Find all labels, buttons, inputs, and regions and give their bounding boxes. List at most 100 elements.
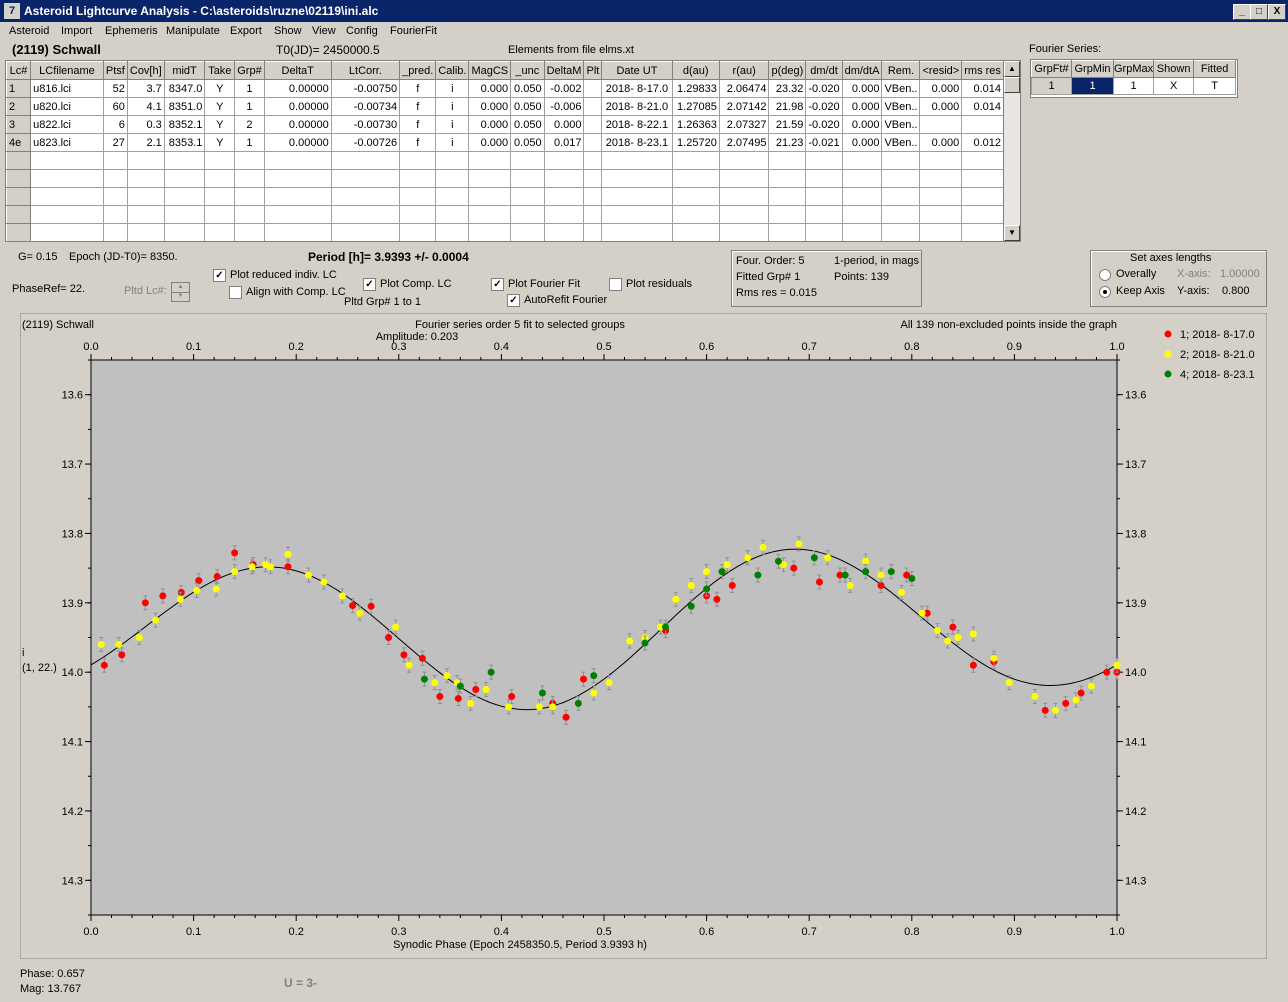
table-cell[interactable] — [583, 97, 603, 116]
table-cell[interactable] — [468, 151, 512, 170]
table-cell[interactable] — [601, 223, 673, 241]
table-cell[interactable]: i — [435, 79, 470, 98]
column-header[interactable]: rms res — [961, 61, 1004, 80]
table-cell[interactable]: 0.3 — [126, 115, 165, 134]
table-cell[interactable]: 3.7 — [126, 79, 165, 98]
table-cell[interactable] — [583, 223, 603, 241]
column-header[interactable]: MagCS — [468, 61, 512, 80]
column-header[interactable]: DeltaT — [263, 61, 332, 80]
table-cell[interactable]: 23.32 — [768, 79, 807, 98]
table-cell[interactable]: 0.050 — [510, 79, 545, 98]
table-cell[interactable] — [919, 169, 963, 188]
table-cell[interactable] — [102, 151, 128, 170]
table-cell[interactable] — [583, 187, 603, 206]
table-cell[interactable]: i — [435, 97, 470, 116]
table-cell[interactable]: 4e — [6, 133, 32, 152]
table-cell[interactable]: 0.00000 — [263, 115, 332, 134]
table-cell[interactable] — [510, 169, 545, 188]
table-cell[interactable]: 0.012 — [961, 133, 1004, 152]
table-cell[interactable]: 0.014 — [961, 79, 1004, 98]
column-header[interactable]: Date UT — [601, 61, 673, 80]
table-cell[interactable] — [435, 151, 470, 170]
plot-comp-checkbox[interactable]: ✓ — [363, 278, 376, 291]
table-cell[interactable] — [163, 169, 206, 188]
table-cell[interactable]: 2.07142 — [718, 97, 770, 116]
table-cell[interactable] — [468, 205, 512, 224]
table-cell[interactable] — [841, 187, 883, 206]
table-row-empty[interactable] — [6, 151, 1004, 170]
table-row[interactable]: 1 u816.lci 52 3.7 8347.0 Y 1 0.00000 -0.00750 f i 0… — [6, 79, 1004, 98]
table-scrollbar[interactable]: ▲ ▼ — [1003, 60, 1021, 242]
fourier-column-header[interactable]: GrpMin — [1071, 60, 1114, 78]
table-cell[interactable] — [961, 169, 1004, 188]
table-cell[interactable] — [919, 187, 963, 206]
table-row-empty[interactable] — [6, 223, 1004, 241]
keep-axis-radio[interactable] — [1099, 286, 1111, 298]
table-cell[interactable] — [601, 187, 673, 206]
column-header[interactable]: midT — [163, 61, 206, 80]
table-cell[interactable]: 8353.1 — [163, 133, 206, 152]
table-cell[interactable] — [6, 223, 32, 241]
table-cell[interactable] — [671, 223, 720, 241]
table-cell[interactable] — [671, 205, 720, 224]
table-cell[interactable] — [961, 205, 1004, 224]
table-cell[interactable] — [671, 169, 720, 188]
table-cell[interactable] — [330, 187, 401, 206]
table-cell[interactable] — [330, 205, 401, 224]
table-cell[interactable] — [841, 151, 883, 170]
table-cell[interactable]: -0.020 — [805, 97, 843, 116]
plot-residuals-checkbox[interactable] — [609, 278, 622, 291]
table-cell[interactable]: 0.000 — [468, 133, 512, 152]
column-header[interactable]: r(au) — [718, 61, 770, 80]
column-header[interactable]: p(deg) — [768, 61, 807, 80]
table-cell[interactable]: VBen.. — [881, 97, 921, 116]
column-header[interactable]: d(au) — [671, 61, 720, 80]
overally-radio[interactable] — [1099, 269, 1111, 281]
table-cell[interactable] — [435, 223, 470, 241]
table-cell[interactable] — [583, 79, 603, 98]
table-cell[interactable]: 0.000 — [919, 79, 963, 98]
table-cell[interactable] — [234, 205, 265, 224]
table-cell[interactable]: 0.050 — [510, 133, 545, 152]
spin-up-icon[interactable]: ▲ — [172, 283, 189, 293]
table-cell[interactable]: 1 — [234, 97, 265, 116]
menu-asteroid[interactable]: Asteroid — [9, 25, 50, 37]
table-cell[interactable]: 21.98 — [768, 97, 807, 116]
table-cell[interactable]: -0.020 — [805, 115, 843, 134]
column-header[interactable]: Plt — [583, 61, 603, 80]
table-cell[interactable] — [881, 151, 921, 170]
plot-reduced-checkbox[interactable]: ✓ — [213, 269, 226, 282]
table-cell[interactable] — [330, 151, 401, 170]
table-cell[interactable] — [919, 115, 963, 134]
table-cell[interactable]: 4.1 — [126, 97, 165, 116]
table-cell[interactable]: Y — [204, 97, 236, 116]
table-cell[interactable]: 2018- 8-17.0 — [601, 79, 673, 98]
table-cell[interactable] — [881, 205, 921, 224]
table-cell[interactable]: 0.000 — [841, 97, 883, 116]
table-cell[interactable] — [163, 223, 206, 241]
table-cell[interactable] — [330, 169, 401, 188]
table-cell[interactable] — [399, 205, 437, 224]
menu-manipulate[interactable]: Manipulate — [166, 25, 220, 37]
x-axis-value[interactable]: 1.00000 — [1220, 268, 1260, 280]
column-header[interactable]: dm/dt — [805, 61, 843, 80]
table-cell[interactable]: 0.000 — [841, 133, 883, 152]
table-cell[interactable]: -0.002 — [543, 79, 585, 98]
menu-fourierfit[interactable]: FourierFit — [390, 25, 438, 37]
table-cell[interactable]: 3 — [6, 115, 32, 134]
table-cell[interactable] — [961, 223, 1004, 241]
table-cell[interactable] — [6, 169, 32, 188]
table-cell[interactable]: f — [399, 115, 437, 134]
table-cell[interactable]: 6 — [102, 115, 128, 134]
table-cell[interactable]: 0.000 — [543, 115, 585, 134]
table-cell[interactable] — [6, 205, 32, 224]
table-cell[interactable] — [263, 205, 332, 224]
table-cell[interactable] — [30, 169, 104, 188]
table-cell[interactable]: 2 — [6, 97, 32, 116]
table-cell[interactable] — [718, 205, 770, 224]
fourier-column-header[interactable]: Shown — [1153, 60, 1195, 78]
table-cell[interactable]: u820.lci — [30, 97, 104, 116]
table-cell[interactable]: i — [435, 133, 470, 152]
table-cell[interactable]: 2018- 8-22.1 — [601, 115, 673, 134]
table-cell[interactable]: u823.lci — [30, 133, 104, 152]
